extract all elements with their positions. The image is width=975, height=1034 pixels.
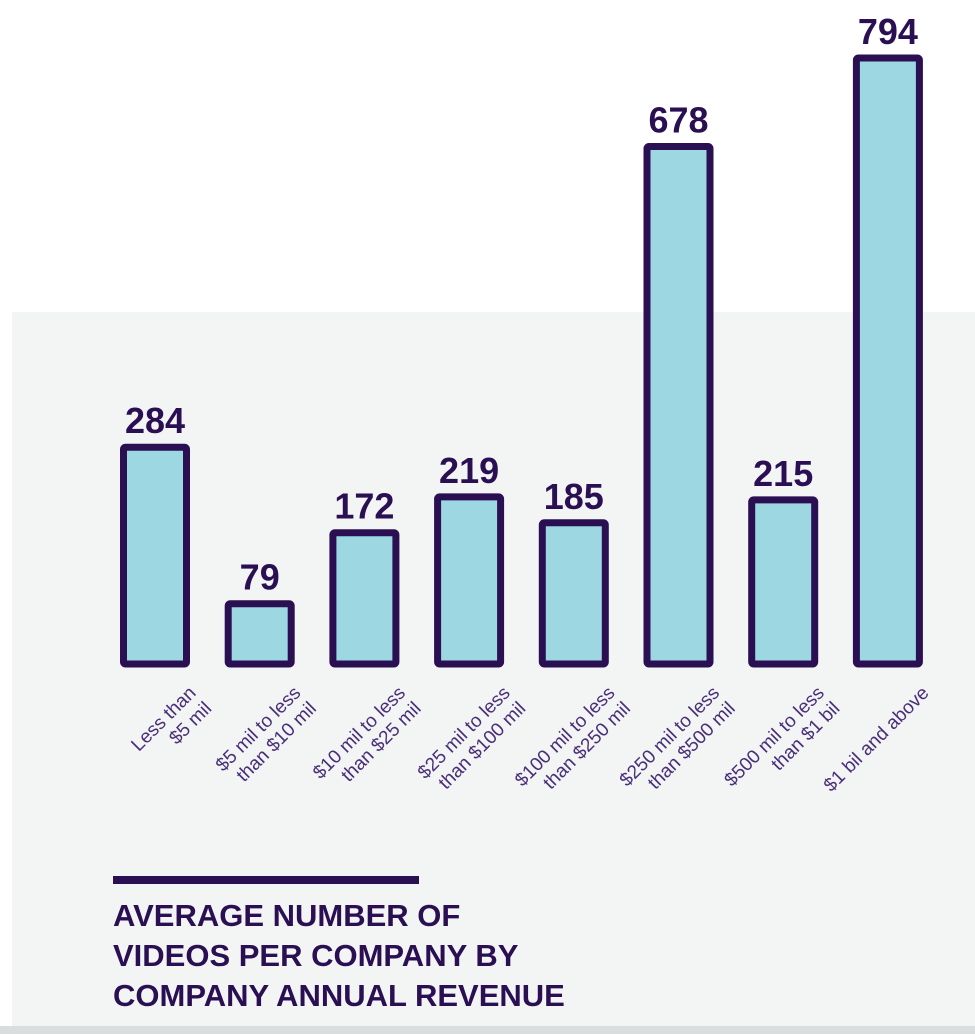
data-labels: 284 79 172 219 185 678 215 794	[125, 11, 918, 598]
data-label-6: 678	[648, 100, 708, 141]
bar-1	[120, 443, 190, 668]
tick-label-2: $5 mil to lessthan $10 mil	[212, 683, 321, 792]
bottom-edge-strip	[0, 1026, 975, 1034]
tick-label-1: Less than$5 mil	[127, 683, 216, 772]
data-label-4: 219	[439, 450, 499, 491]
data-label-2: 79	[240, 557, 280, 598]
bar-6	[643, 143, 714, 668]
tick-label-8-line-1: $1 bil and above	[820, 683, 933, 796]
tick-label-4: $25 mil to lessthan $100 mil	[414, 683, 530, 799]
data-label-1: 284	[125, 400, 185, 441]
bar-series	[120, 54, 923, 668]
caption-line-3: COMPANY ANNUAL REVENUE	[113, 978, 565, 1013]
tick-label-3: $10 mil to lessthan $25 mil	[309, 683, 425, 799]
bar-4	[434, 493, 505, 668]
bar-5	[538, 519, 609, 668]
caption-rule	[113, 876, 419, 884]
caption-line-2: VIDEOS PER COMPANY BY	[113, 938, 519, 973]
chart-panel-background	[12, 312, 975, 1034]
tick-label-8: $1 bil and above	[820, 683, 933, 796]
caption-line-1: AVERAGE NUMBER OF	[113, 898, 461, 933]
tick-label-5: $100 mil to lessthan $250 mil	[511, 683, 635, 807]
data-label-5: 185	[544, 476, 604, 517]
bar-3	[329, 529, 400, 668]
data-label-3: 172	[334, 486, 394, 527]
chart-caption: AVERAGE NUMBER OF VIDEOS PER COMPANY BY …	[113, 896, 813, 1016]
bar-2	[224, 600, 295, 668]
tick-label-6: $250 mil to lessthan $500 mil	[616, 683, 740, 807]
x-axis-tick-labels: Less than$5 mil$5 mil to lessthan $10 mi…	[127, 683, 933, 807]
bar-8	[852, 54, 923, 668]
data-label-8: 794	[858, 11, 918, 52]
bar-7	[748, 496, 819, 668]
data-label-7: 215	[753, 453, 813, 494]
